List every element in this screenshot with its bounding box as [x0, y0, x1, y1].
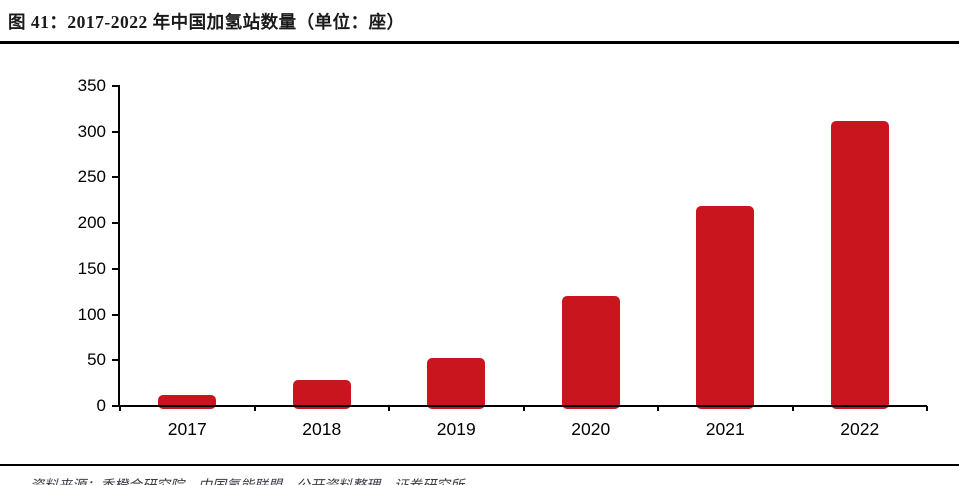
y-axis-label-200: 200 [77, 213, 106, 233]
source-note: 资料来源：香橙会研究院，中国氢能联盟，公开资料整理，证券研究所 [30, 475, 930, 485]
x-axis-label-2020: 2020 [571, 419, 611, 439]
bar-2022 [830, 120, 889, 409]
bar-2018 [292, 380, 351, 409]
x-axis-tick-2 [388, 406, 390, 411]
y-axis-label-350: 350 [77, 76, 106, 95]
x-axis-tick-3 [522, 406, 525, 411]
y-axis-tick-250 [112, 176, 120, 179]
y-axis-tick-50 [112, 359, 120, 362]
y-axis-tick-0 [112, 405, 120, 407]
bar-2019 [427, 358, 486, 409]
y-axis-tick-300 [112, 130, 120, 133]
y-axis-label-300: 300 [77, 121, 106, 141]
bar-2021 [696, 205, 755, 409]
y-axis-tick-100 [112, 313, 120, 316]
x-axis-label-2019: 2019 [436, 419, 476, 439]
y-axis-label-50: 50 [87, 350, 106, 370]
footer-divider-rule [0, 464, 959, 466]
y-axis-tick-200 [112, 222, 120, 225]
y-axis-label-150: 150 [77, 258, 106, 278]
x-axis-tick-4 [657, 406, 659, 411]
figure-title: 图 41：2017-2022 年中国加氢站数量（单位：座） [8, 12, 405, 32]
y-axis-label-250: 250 [77, 167, 106, 187]
x-axis-tick-6 [926, 406, 928, 411]
x-axis-label-2021: 2021 [705, 419, 745, 439]
x-axis-label-2018: 2018 [302, 419, 342, 439]
x-axis-tick-1 [253, 406, 256, 411]
y-axis-label-0: 0 [96, 396, 106, 415]
x-axis-label-2017: 2017 [167, 419, 207, 439]
y-axis-tick-350 [112, 85, 120, 87]
x-axis-label-2022: 2022 [840, 419, 880, 439]
y-axis-tick-150 [112, 267, 120, 270]
y-axis-label-100: 100 [77, 304, 106, 324]
x-axis-tick-5 [791, 406, 794, 411]
x-axis-tick-0 [119, 406, 121, 411]
title-divider-rule [0, 41, 959, 44]
bar-2020 [561, 296, 620, 409]
bar-chart-plot-area: 0 50 100 150 200 250 300 350 2017 2018 2019 2020 202… [78, 76, 928, 439]
